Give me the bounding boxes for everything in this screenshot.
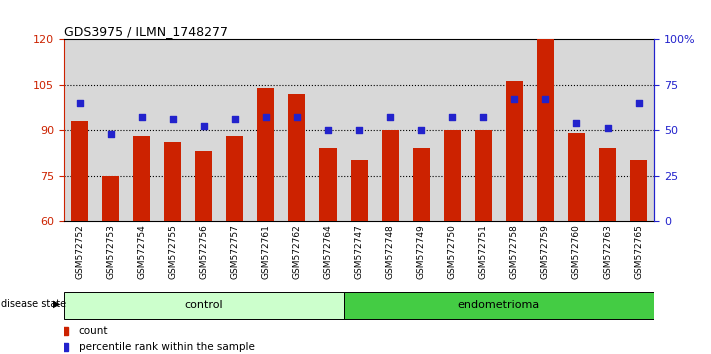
Point	[478, 114, 489, 120]
Bar	[257, 87, 274, 221]
Bar	[343, 39, 375, 221]
Bar	[444, 130, 461, 221]
Bar	[468, 39, 499, 221]
Bar	[219, 39, 250, 221]
Bar	[196, 152, 213, 221]
Bar	[630, 160, 647, 221]
Bar	[188, 39, 219, 221]
Bar	[437, 39, 468, 221]
Point	[167, 116, 178, 122]
Bar	[71, 121, 88, 221]
Bar	[102, 176, 119, 221]
Bar	[412, 148, 429, 221]
Point	[447, 114, 458, 120]
Bar	[343, 292, 654, 319]
Point	[602, 125, 613, 131]
Point	[508, 96, 520, 102]
Bar	[133, 136, 150, 221]
Text: disease state: disease state	[1, 299, 66, 309]
Bar	[592, 39, 623, 221]
Point	[136, 114, 147, 120]
Bar	[530, 39, 561, 221]
Point	[105, 131, 117, 137]
Bar	[64, 39, 95, 221]
Point	[353, 127, 365, 133]
Point	[74, 100, 85, 105]
Bar	[95, 39, 126, 221]
Bar	[64, 292, 343, 319]
Text: count: count	[79, 326, 108, 336]
Text: control: control	[184, 300, 223, 310]
Text: ▶: ▶	[53, 299, 60, 309]
Bar	[382, 130, 399, 221]
Point	[415, 127, 427, 133]
Bar	[312, 39, 343, 221]
Point	[229, 116, 240, 122]
Bar	[499, 39, 530, 221]
Point	[292, 114, 303, 120]
Bar	[506, 81, 523, 221]
Point	[260, 114, 272, 120]
Bar	[623, 39, 654, 221]
Bar	[226, 136, 243, 221]
Text: endometrioma: endometrioma	[458, 300, 540, 310]
Bar	[319, 148, 336, 221]
Bar	[599, 148, 616, 221]
Point	[385, 114, 396, 120]
Point	[571, 120, 582, 126]
Bar	[250, 39, 282, 221]
Point	[633, 100, 644, 105]
Bar	[561, 39, 592, 221]
Point	[198, 124, 210, 129]
Point	[322, 127, 333, 133]
Bar	[568, 133, 585, 221]
Text: GDS3975 / ILMN_1748277: GDS3975 / ILMN_1748277	[64, 25, 228, 38]
Bar	[289, 93, 306, 221]
Bar	[157, 39, 188, 221]
Bar	[282, 39, 312, 221]
Bar	[406, 39, 437, 221]
Bar	[351, 160, 368, 221]
Point	[540, 96, 551, 102]
Bar	[164, 142, 181, 221]
Bar	[126, 39, 157, 221]
Bar	[475, 130, 492, 221]
Text: percentile rank within the sample: percentile rank within the sample	[79, 342, 255, 352]
Bar	[537, 39, 554, 221]
Bar	[375, 39, 406, 221]
